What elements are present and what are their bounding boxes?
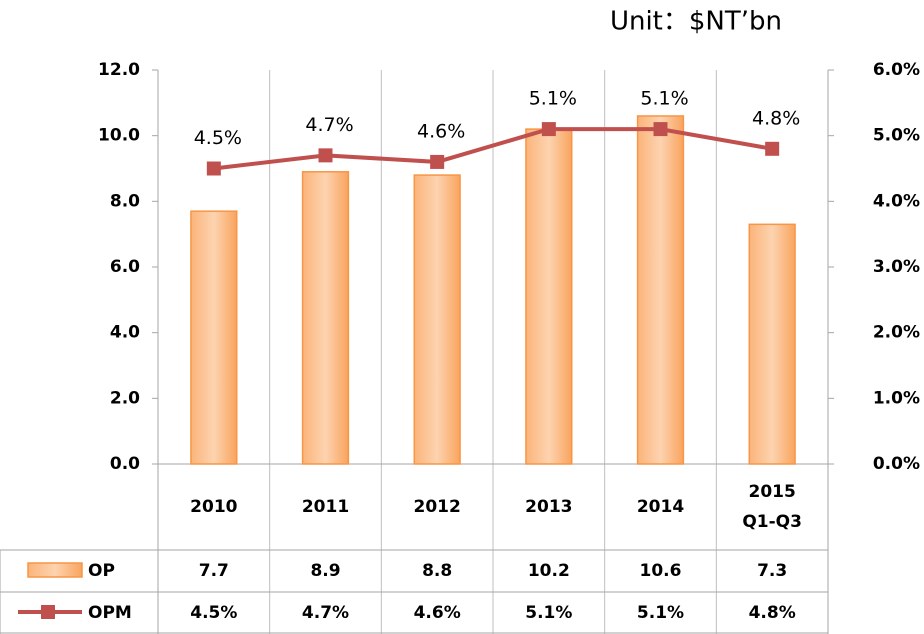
y-tick-label: 0.0 <box>110 454 140 474</box>
x-tick-label: 2010 <box>190 497 237 517</box>
bar <box>190 210 238 465</box>
data-label: 4.7% <box>305 114 353 136</box>
y-tick-label: 12.0 <box>98 60 140 80</box>
table-value: 4.7% <box>302 603 349 623</box>
y-tick-label: 2.0 <box>110 388 140 408</box>
x-tick-label: 2011 <box>302 497 349 517</box>
legend-label: OPM <box>88 603 132 623</box>
table-value: 4.8% <box>749 603 796 623</box>
line-marker <box>206 161 221 176</box>
bar <box>301 171 350 465</box>
y-tick-label: 10.0 <box>98 126 140 146</box>
table-value: 10.6 <box>640 561 682 581</box>
y2-tick-label: 6.0% <box>873 60 920 80</box>
data-label: 4.8% <box>752 107 800 129</box>
unit-label: Unit：$NT’bn <box>610 7 782 37</box>
y-tick-label: 8.0 <box>110 191 140 211</box>
y-tick-label: 4.0 <box>110 323 140 343</box>
y2-tick-label: 4.0% <box>873 191 920 211</box>
bar <box>748 223 796 465</box>
legend-marker <box>41 605 55 619</box>
data-label: 5.1% <box>529 88 577 110</box>
x-tick-label: 2012 <box>414 497 461 517</box>
bar <box>413 174 461 465</box>
line-marker <box>541 122 556 137</box>
y2-tick-label: 2.0% <box>873 323 920 343</box>
y2-tick-label: 3.0% <box>873 257 920 277</box>
y-tick-label: 6.0 <box>110 257 140 277</box>
line-marker <box>653 122 668 137</box>
bar <box>636 115 685 465</box>
x-tick-label: 2015 Q1-Q3 <box>742 482 802 532</box>
table-value: 4.5% <box>190 603 237 623</box>
bar <box>525 128 573 465</box>
line-marker <box>765 141 780 156</box>
x-tick-label: 2013 <box>525 497 572 517</box>
y2-tick-label: 5.0% <box>873 126 920 146</box>
table-value: 4.6% <box>414 603 461 623</box>
data-label: 4.5% <box>194 127 242 149</box>
table-value: 7.7 <box>199 561 229 581</box>
line-marker <box>318 148 333 163</box>
x-tick-label: 2014 <box>637 497 684 517</box>
y2-tick-label: 1.0% <box>873 388 920 408</box>
table-value: 10.2 <box>528 561 570 581</box>
line-marker <box>430 154 445 169</box>
legend-swatch <box>27 562 83 578</box>
table-value: 7.3 <box>757 561 787 581</box>
legend-label: OP <box>88 561 115 581</box>
data-label: 5.1% <box>640 88 688 110</box>
table-value: 5.1% <box>525 603 572 623</box>
line <box>213 127 773 171</box>
table-value: 8.9 <box>310 561 340 581</box>
y2-tick-label: 0.0% <box>873 454 920 474</box>
table-value: 5.1% <box>637 603 684 623</box>
data-label: 4.6% <box>417 120 465 142</box>
table-value: 8.8 <box>422 561 452 581</box>
